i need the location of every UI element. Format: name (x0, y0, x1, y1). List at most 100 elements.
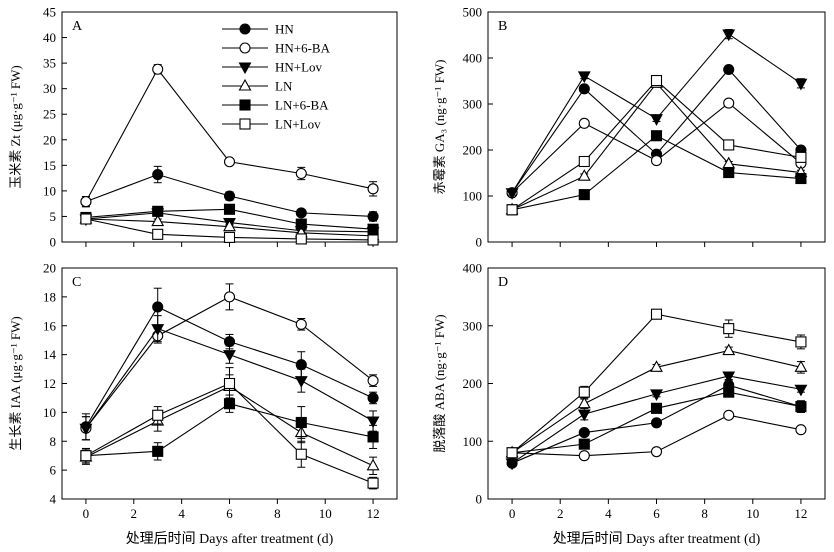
legend-entry-ln-plus-6-ba: LN+6-BA (222, 98, 329, 113)
data-point (650, 417, 663, 429)
series-hn-plus-6-ba (80, 63, 379, 208)
y-tick-label: 0 (50, 235, 57, 250)
data-point (795, 336, 807, 348)
panel-letter: B (498, 19, 507, 34)
data-point (795, 151, 807, 163)
x-tick-label: 12 (794, 506, 807, 521)
y-tick-label: 40 (43, 30, 56, 45)
y-tick-label: 100 (463, 434, 483, 449)
y-tick-label: 200 (463, 376, 483, 391)
series-hn-plus-lov (79, 315, 380, 441)
x-tick-label: 0 (509, 506, 516, 521)
data-point (723, 409, 735, 421)
data-point (367, 392, 379, 404)
data-point (223, 231, 236, 243)
x-tick-label: 2 (131, 506, 138, 521)
data-point (80, 450, 92, 462)
data-point (223, 156, 236, 168)
legend-label: HN+6-BA (275, 41, 331, 56)
legend-entry-hn-plus-6-ba: HN+6-BA (222, 41, 331, 56)
series-line-hn-plus-6-ba (85, 68, 374, 202)
panel-letter: D (498, 275, 508, 290)
data-point (295, 233, 307, 245)
data-point (723, 97, 735, 109)
y-axis-label: 生长素 IAA (μg·g⁻¹ FW) (8, 316, 23, 450)
x-tick-label: 8 (274, 506, 281, 521)
y-tick-label: 4 (50, 492, 57, 507)
data-point (506, 204, 518, 216)
x-tick-label: 2 (557, 506, 564, 521)
y-tick-label: 12 (43, 376, 56, 391)
y-tick-label: 15 (43, 158, 56, 173)
panel-b: 0 100 200 300 400 500 B 赤霉素 GA₃ (ng·g⁻¹ FW) (432, 5, 826, 250)
y-tick-label: 300 (463, 97, 483, 112)
data-point (223, 377, 236, 390)
data-point (152, 168, 164, 181)
legend-marker (239, 99, 251, 111)
data-point (578, 450, 590, 462)
data-point (367, 183, 379, 195)
plot-frame (487, 267, 826, 500)
data-point (723, 386, 735, 398)
x-tick-label: 4 (605, 506, 612, 521)
data-point (223, 219, 236, 232)
data-point (367, 210, 379, 222)
legend-marker (239, 118, 251, 130)
data-point (79, 423, 93, 436)
data-point (578, 83, 590, 95)
data-point (223, 398, 236, 410)
data-point (295, 448, 307, 460)
data-point (795, 172, 807, 185)
y-tick-label: 25 (43, 107, 56, 122)
x-tick-label: 10 (319, 506, 332, 521)
legend-marker (238, 78, 252, 91)
y-tick-label: 400 (463, 261, 483, 276)
panel-a: 0 5 10 15 20 25 30 35 40 45 A 玉米素 Zt (μg·g⁻¹ FW) (8, 5, 398, 250)
series-hn-plus-lov (505, 28, 808, 200)
data-point (723, 139, 735, 151)
legend-marker (239, 42, 251, 54)
y-axis-label: 玉米素 Zt (μg·g⁻¹ FW) (8, 65, 23, 189)
data-point (650, 402, 663, 414)
y-tick-label: 400 (463, 51, 483, 66)
legend-entry-ln-plus-lov: LN+Lov (222, 117, 321, 132)
y-axis-label: 赤霉素 GA₃ (ng·g⁻¹ FW) (432, 60, 447, 195)
series-ln-plus-6-ba (80, 394, 379, 464)
data-point (577, 71, 591, 84)
series-ln (505, 76, 808, 215)
x-tick-label: 6 (226, 506, 233, 521)
data-point (506, 447, 518, 459)
plot-frame (487, 11, 826, 243)
data-point (722, 371, 736, 384)
data-point (366, 458, 380, 471)
y-tick-label: 0 (476, 492, 483, 507)
data-point (80, 213, 92, 225)
data-point (152, 409, 164, 421)
data-point (366, 416, 380, 429)
x-tick-label: 6 (653, 506, 660, 521)
series-hn (80, 165, 379, 222)
panel-d: 0 100 200 300 400 0 2 4 6 8 10 12 D 脱落酸 ABA (ng·g⁻¹ F… (432, 261, 826, 547)
y-tick-label: 20 (43, 261, 56, 276)
y-tick-label: 45 (43, 5, 56, 20)
data-point (650, 389, 663, 402)
data-point (505, 458, 519, 471)
data-point (650, 130, 663, 142)
data-point (650, 114, 663, 126)
data-point (578, 117, 590, 129)
y-tick-label: 30 (43, 81, 56, 96)
x-tick-label: 10 (746, 506, 759, 521)
data-point (295, 167, 307, 180)
series-hn-plus-lov (505, 371, 808, 471)
series-line-ln-plus-lov (511, 313, 802, 454)
panel-c: 4 6 8 10 12 14 16 18 20 0 2 4 6 8 10 12 C 生长素 IAA (μg·g⁻¹… (8, 261, 398, 547)
data-point (295, 218, 307, 230)
data-point (578, 427, 590, 439)
data-point (80, 196, 92, 208)
legend-marker (239, 23, 251, 35)
series-line-ln-plus-6-ba (511, 135, 801, 211)
data-point (650, 74, 663, 87)
data-point (152, 301, 164, 313)
legend-entry-ln: LN (222, 79, 293, 94)
